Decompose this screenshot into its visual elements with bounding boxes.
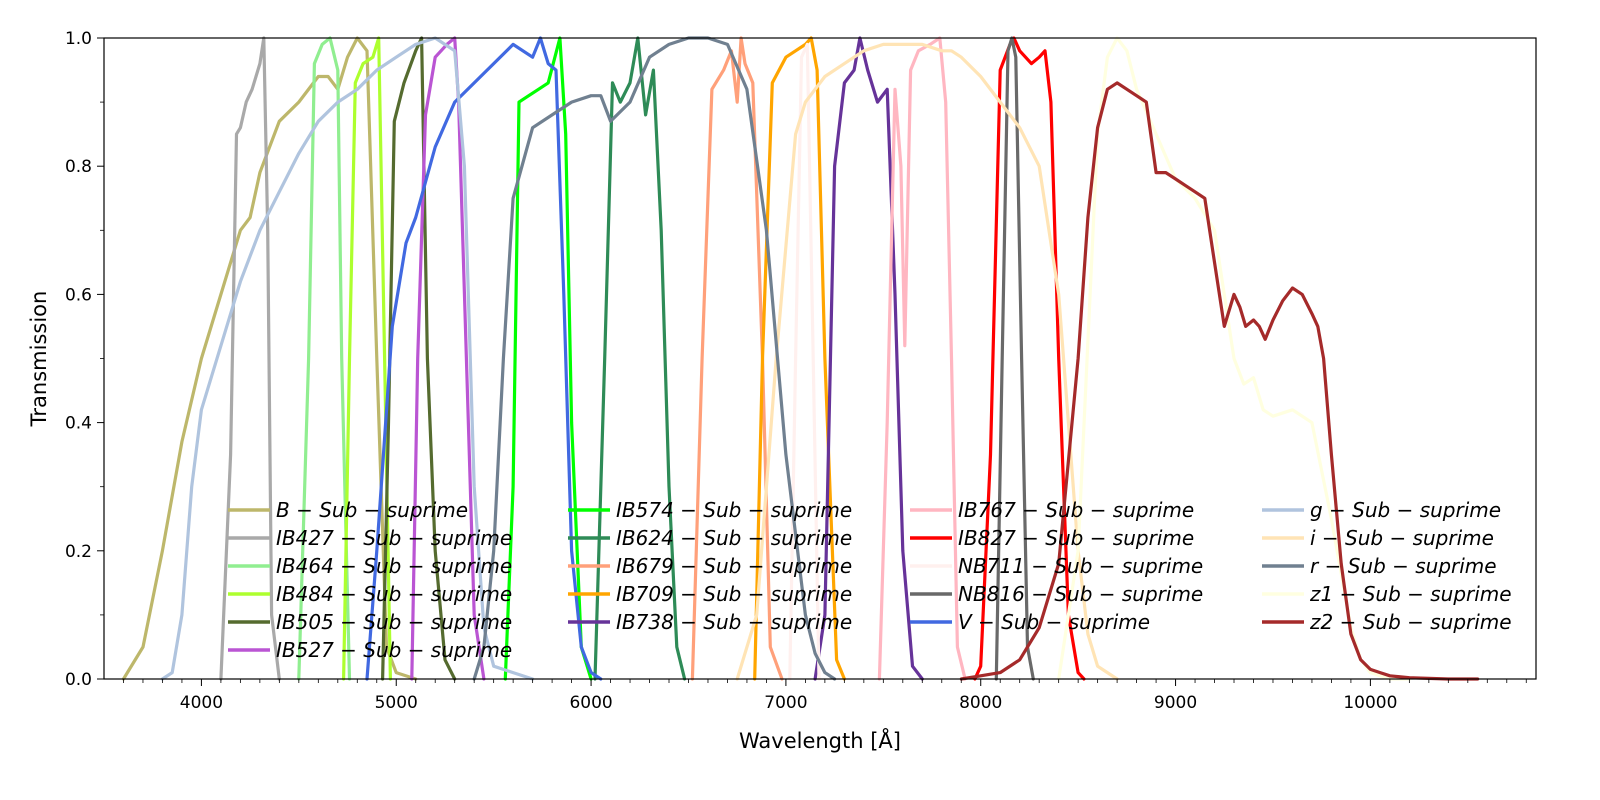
x-tick-label: 10000: [1343, 693, 1397, 713]
series-line-2: [297, 36, 352, 681]
y-tick-label: 0.4: [65, 414, 92, 434]
legend-label-5: IB527 − Sub − suprime: [276, 638, 512, 662]
x-tick-label: 4000: [180, 693, 223, 713]
legend-label-4: IB505 − Sub − suprime: [276, 610, 512, 634]
legend-label-9: IB709 − Sub − suprime: [616, 582, 852, 606]
legend-label-11: IB767 − Sub − suprime: [958, 498, 1194, 522]
legend-label-20: z2 − Sub − suprime: [1309, 610, 1512, 634]
series-line-10: [813, 36, 924, 681]
series-line-15: [365, 36, 603, 681]
legend-label-3: IB484 − Sub − suprime: [276, 582, 512, 606]
series-line-11: [877, 36, 967, 681]
series-line-3: [342, 36, 392, 681]
legend-label-0: B − Sub − suprime: [276, 498, 468, 522]
series-line-18: [472, 36, 837, 681]
y-tick-label: 1.0: [65, 29, 92, 49]
legend-label-16: g − Sub − suprime: [1310, 498, 1501, 522]
legend-label-12: IB827 − Sub − suprime: [958, 526, 1194, 550]
series-line-13: [788, 42, 821, 681]
legend-label-19: z1 − Sub − suprime: [1309, 582, 1512, 606]
series-line-1: [219, 36, 281, 681]
series-line-17: [735, 42, 1119, 681]
legend-label-6: IB574 − Sub − suprime: [616, 498, 852, 522]
series-line-14: [994, 36, 1035, 681]
y-tick-label: 0.0: [65, 670, 92, 690]
series-line-6: [503, 36, 593, 681]
legend-label-14: NB816 − Sub − suprime: [958, 582, 1203, 606]
legend-label-13: NB711 − Sub − suprime: [958, 554, 1203, 578]
legend-label-1: IB427 − Sub − suprime: [276, 526, 512, 550]
series-line-12: [973, 36, 1086, 681]
legend-label-15: V − Sub − suprime: [958, 610, 1150, 634]
legend-label-17: i − Sub − suprime: [1310, 526, 1494, 550]
y-tick-label: 0.2: [65, 542, 92, 562]
x-tick-label: 7000: [764, 693, 807, 713]
y-axis-label: Transmission: [27, 291, 51, 428]
x-tick-label: 9000: [1154, 693, 1197, 713]
legend-label-8: IB679 − Sub − suprime: [616, 554, 852, 578]
series-line-0: [121, 36, 418, 681]
legend-label-10: IB738 − Sub − suprime: [616, 610, 852, 634]
legend-label-2: IB464 − Sub − suprime: [276, 554, 512, 578]
legend: B − Sub − suprime IB427 − Sub − suprime IB…: [228, 498, 1512, 662]
x-tick-label: 5000: [375, 693, 418, 713]
series-layer: [121, 36, 1480, 681]
y-tick-label: 0.8: [65, 157, 92, 177]
series-line-20: [959, 81, 1480, 681]
plot-frame: [103, 37, 1537, 680]
x-tick-label: 8000: [959, 693, 1002, 713]
x-axis-label: Wavelength [Å]: [739, 727, 901, 753]
legend-label-7: IB624 − Sub − suprime: [616, 526, 852, 550]
ticks-layer: 4000 5000 6000 7000 8000 9000 10000 0.0 0.2 0.4 0.…: [65, 29, 1527, 713]
series-line-16: [160, 36, 535, 681]
y-tick-label: 0.6: [65, 285, 92, 305]
series-line-5: [410, 36, 486, 681]
series-line-19: [1057, 36, 1412, 681]
x-tick-label: 6000: [569, 693, 612, 713]
legend-label-18: r − Sub − suprime: [1310, 554, 1497, 578]
